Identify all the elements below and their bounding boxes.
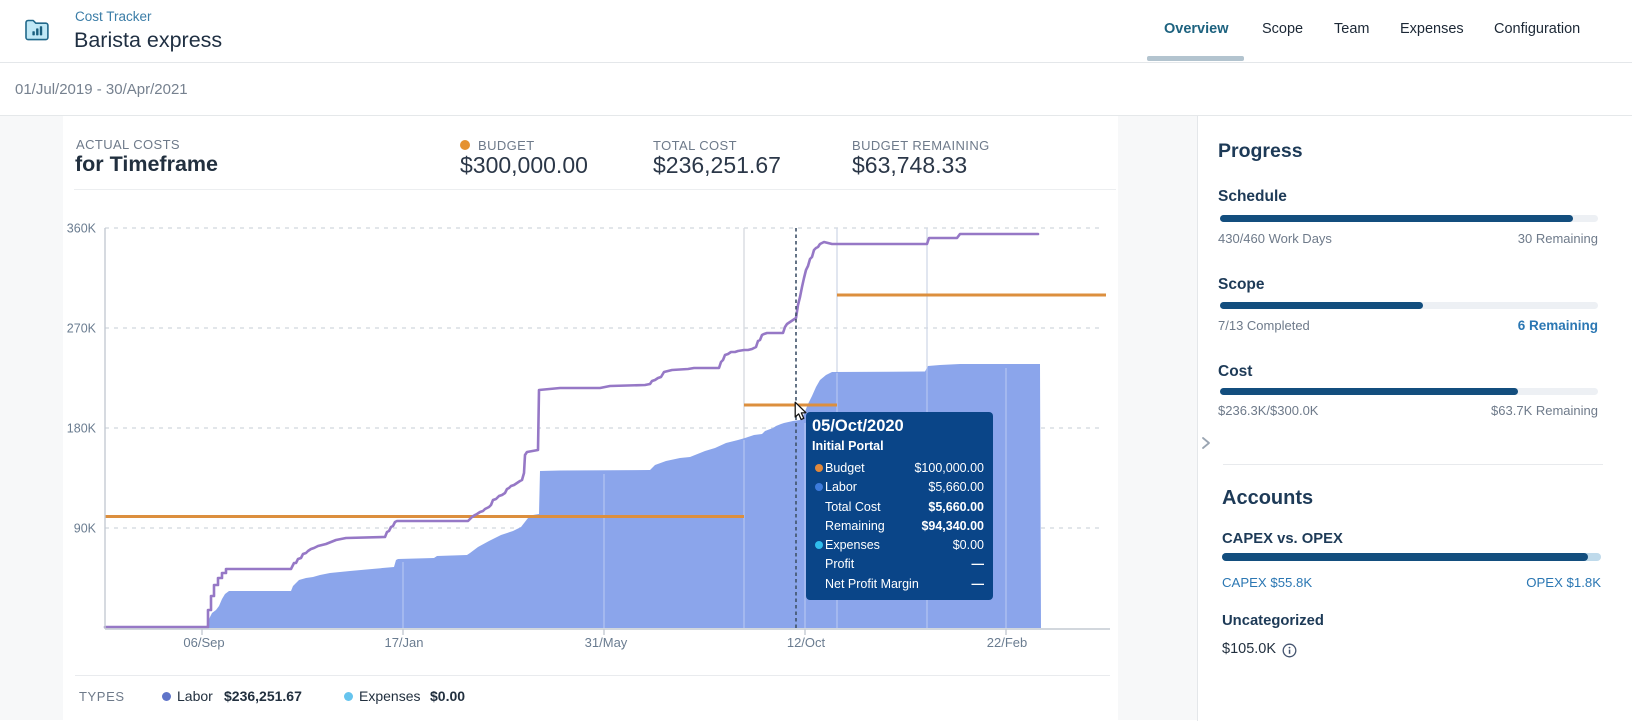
svg-text:22/Feb: 22/Feb [987,635,1027,650]
svg-text:360K: 360K [67,222,97,236]
svg-text:270K: 270K [67,322,97,336]
svg-text:31/May: 31/May [585,635,628,650]
svg-text:17/Jan: 17/Jan [384,635,423,650]
svg-text:06/Sep: 06/Sep [183,635,224,650]
svg-text:12/Oct: 12/Oct [787,635,826,650]
svg-text:180K: 180K [67,422,97,436]
svg-text:90K: 90K [74,522,97,536]
